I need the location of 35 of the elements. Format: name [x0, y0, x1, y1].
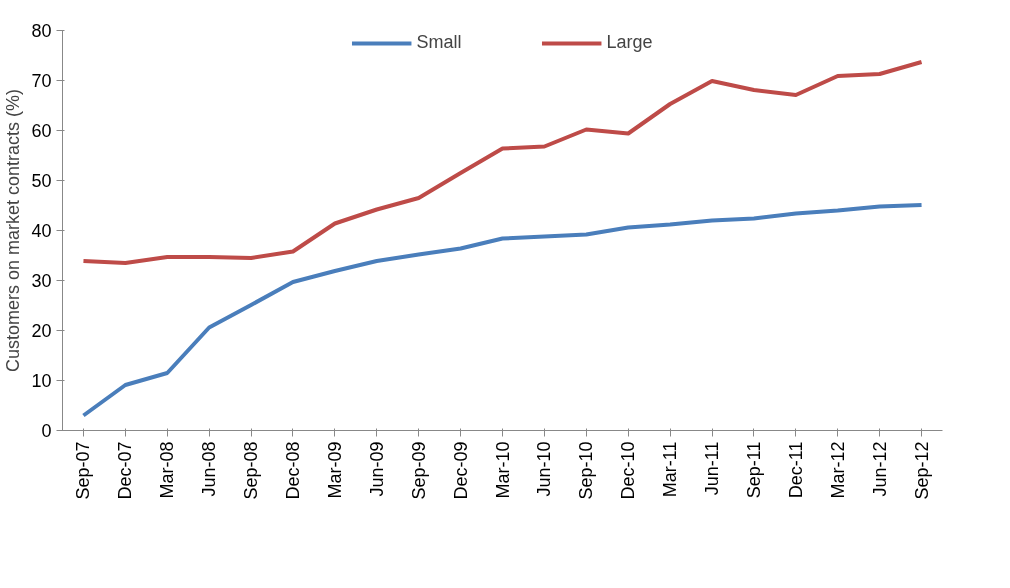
y-tick-label: 60: [31, 121, 52, 141]
line-series: [81, 60, 924, 265]
y-tick-label: 70: [31, 71, 52, 91]
x-tick-label: Mar-08: [157, 441, 178, 499]
line-series: [81, 203, 924, 418]
x-tick-label: Mar-11: [660, 441, 681, 498]
y-tick-label: 30: [31, 271, 52, 291]
x-tick-label: Jun-08: [199, 441, 220, 497]
x-tick-label: Sep-09: [408, 441, 429, 500]
x-tick-label: Mar-10: [492, 441, 513, 499]
x-tick-label: Jun-11: [702, 441, 723, 496]
y-tick-label: 80: [31, 21, 52, 41]
x-tick-label: Dec-08: [282, 441, 303, 500]
y-tick-label: 20: [31, 321, 52, 341]
legend-label: Large: [606, 32, 653, 53]
y-tick-label: 40: [31, 221, 52, 241]
legend-label: Small: [416, 32, 462, 53]
x-tick-label: Sep-12: [911, 441, 932, 500]
x-tick-label: Jun-10: [534, 441, 555, 497]
x-tick-label: Dec-07: [115, 441, 136, 500]
y-axis-title: Customers on market contracts (%): [3, 88, 24, 373]
x-tick-label: Jun-12: [869, 441, 890, 497]
x-tick-label: Dec-11: [785, 441, 806, 499]
x-tick-label: Dec-10: [618, 441, 639, 500]
y-tick-label: 10: [31, 371, 52, 391]
x-tick-label: Sep-07: [73, 441, 94, 500]
x-tick-label: Sep-10: [576, 441, 597, 500]
y-tick-label: 0: [41, 421, 52, 441]
x-tick-label: Sep-11: [743, 441, 764, 499]
x-tick-label: Mar-09: [324, 441, 345, 499]
y-tick-label: 50: [31, 171, 52, 191]
x-tick-label: Sep-08: [241, 441, 262, 500]
x-tick-label: Jun-09: [366, 441, 387, 497]
x-tick-label: Mar-12: [827, 441, 848, 499]
x-tick-label: Dec-09: [450, 441, 471, 500]
